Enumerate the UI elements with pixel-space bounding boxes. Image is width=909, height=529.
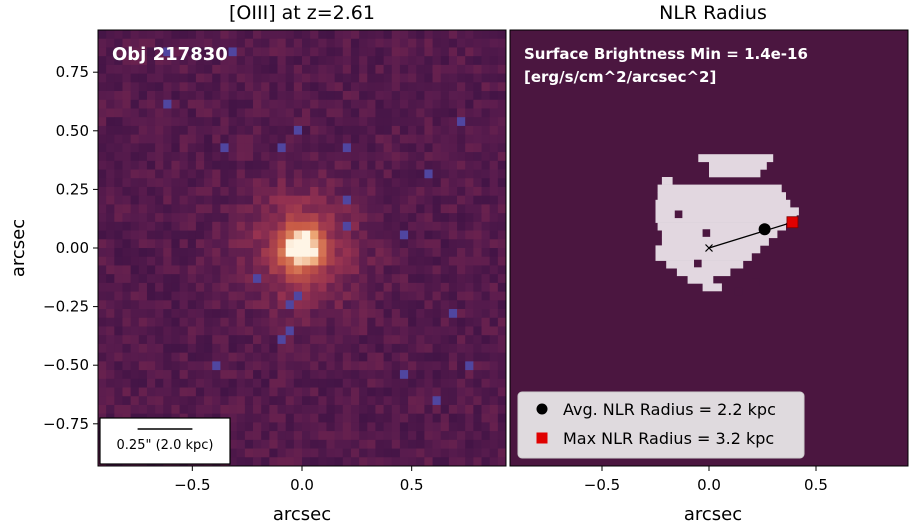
nlr-mask-hole <box>674 210 683 219</box>
nlr-mask-row <box>709 161 767 170</box>
left-x-axis: −0.5 0.0 0.5 <box>174 466 424 494</box>
avg-radius-point <box>758 223 771 236</box>
nlr-mask-row <box>666 260 744 269</box>
nlr-mask-row <box>661 177 673 185</box>
legend-avg-label: Avg. NLR Radius = 2.2 kpc <box>563 400 776 419</box>
left-title: [OIII] at z=2.61 <box>229 2 375 24</box>
legend-max-label: Max NLR Radius = 3.2 kpc <box>563 429 774 448</box>
object-label: Obj 217830 <box>112 44 228 65</box>
left-xlabel: arcsec <box>273 504 331 525</box>
left-xtick-label: −0.5 <box>174 476 210 494</box>
right-xtick-label: 0.5 <box>804 476 828 494</box>
right-xtick-label: 0.0 <box>697 476 721 494</box>
scalebar-label: 0.25" (2.0 kpc) <box>117 438 214 453</box>
left-ytick-label: −0.50 <box>43 356 89 374</box>
sb-annotation-line1: Surface Brightness Min = 1.4e-16 <box>524 45 808 63</box>
nlr-mask-hole <box>734 287 743 296</box>
radius-line <box>708 221 793 249</box>
left-ytick-label: −0.25 <box>43 298 89 316</box>
nlr-mask-row <box>702 283 722 292</box>
left-ylabel: arcsec <box>8 219 29 277</box>
nlr-mask-row <box>661 230 778 239</box>
nlr-mask-row <box>655 199 791 208</box>
nlr-mask-row <box>676 268 731 277</box>
scalebar: 0.25" (2.0 kpc) <box>99 417 231 465</box>
left-ytick-label: 0.50 <box>56 122 89 140</box>
nlr-mask-row <box>657 192 786 201</box>
left-ytick-label: 0.00 <box>56 239 89 257</box>
legend-box <box>517 391 805 459</box>
left-ytick-label: −0.75 <box>43 415 89 433</box>
right-title: NLR Radius <box>659 2 767 24</box>
nlr-mask-row <box>655 207 799 216</box>
nlr-mask-row <box>661 237 769 246</box>
oiii-image <box>98 30 507 467</box>
nlr-mask <box>655 154 799 296</box>
legend-avg-marker <box>536 403 548 415</box>
nlr-mask-row <box>655 253 752 261</box>
sb-annotation-line2: [erg/s/cm^2/arcsec^2] <box>524 68 716 86</box>
nlr-mask-row <box>657 184 782 193</box>
legend: Avg. NLR Radius = 2.2 kpc Max NLR Radius… <box>517 391 805 459</box>
nlr-mask-row <box>655 215 797 223</box>
legend-max-marker <box>536 432 548 444</box>
right-xlabel: arcsec <box>684 504 742 525</box>
left-y-axis: 0.75 0.50 0.25 0.00 −0.25 −0.50 −0.75 <box>43 63 98 433</box>
nlr-mask-hole <box>694 259 702 268</box>
nlr-mask-hole <box>702 229 711 237</box>
left-xtick-label: 0.0 <box>290 476 314 494</box>
left-ytick-label: 0.25 <box>56 180 89 198</box>
nlr-mask-row <box>698 154 774 163</box>
right-xtick-label: −0.5 <box>584 476 620 494</box>
right-x-axis: −0.5 0.0 0.5 <box>584 466 828 494</box>
nlr-mask-row <box>687 275 714 284</box>
scalebar-box <box>99 417 231 465</box>
left-xtick-label: 0.5 <box>400 476 424 494</box>
center-x-marker <box>705 244 713 252</box>
nlr-mask-hole <box>751 278 760 287</box>
max-radius-point <box>786 216 799 229</box>
nlr-mask-row <box>709 169 761 178</box>
nlr-mask-row <box>657 222 786 231</box>
left-ytick-label: 0.75 <box>56 63 89 81</box>
